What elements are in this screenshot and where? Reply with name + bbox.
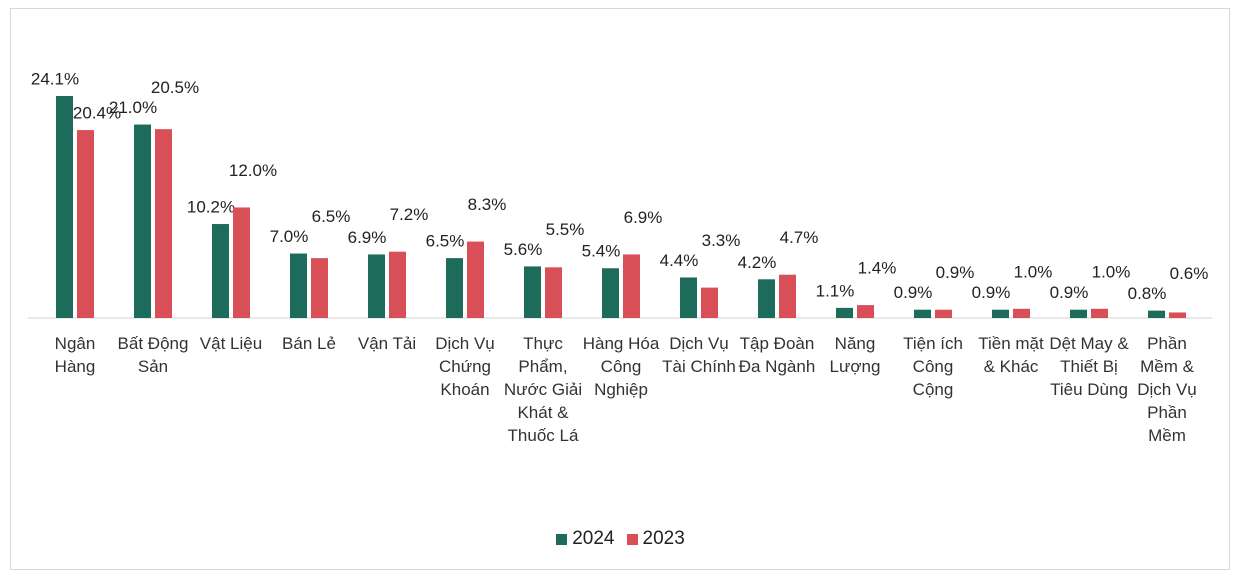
x-tick-label: Phần Mềm & Dịch Vụ Phần Mềm: [1137, 334, 1197, 445]
legend-label: 2024: [572, 528, 615, 549]
value-label: 5.4%: [582, 242, 621, 261]
bar: [935, 309, 952, 318]
value-label: 0.6%: [1170, 264, 1209, 283]
x-tick-label: Vận Tải: [357, 334, 417, 353]
bar: [1013, 308, 1030, 318]
bar: [1091, 308, 1108, 318]
bar: [1070, 309, 1087, 318]
x-tick-label: Thực Phẩm, Nước Giải Khát & Thuốc Lá: [503, 334, 583, 445]
x-tick-label: Dịch Vụ Tài Chính: [662, 334, 736, 376]
value-label: 3.3%: [702, 231, 741, 250]
bar: [134, 124, 151, 318]
bar: [545, 267, 562, 318]
bar: [836, 307, 853, 318]
value-label: 1.4%: [858, 259, 897, 278]
value-label: 1.1%: [816, 281, 855, 300]
value-label: 0.8%: [1128, 284, 1167, 303]
bar: [368, 254, 385, 318]
x-tick-label: Tập Đoàn Đa Ngành: [738, 334, 816, 376]
value-label: 0.9%: [972, 283, 1011, 302]
x-tick-label: Dịch Vụ Chứng Khoán: [435, 334, 495, 399]
bar: [758, 279, 775, 318]
value-label: 10.2%: [187, 198, 235, 217]
value-label: 0.9%: [936, 263, 975, 282]
value-label: 0.9%: [894, 283, 933, 302]
value-label: 6.9%: [348, 228, 387, 247]
x-tick-label: Hàng Hóa Công Nghiệp: [582, 334, 660, 399]
bar: [524, 266, 541, 318]
bar: [77, 130, 94, 318]
value-label: 0.9%: [1050, 283, 1089, 302]
value-label: 4.7%: [780, 228, 819, 247]
value-label: 6.9%: [624, 208, 663, 227]
value-label: 4.4%: [660, 251, 699, 270]
value-label: 7.0%: [270, 227, 309, 246]
value-label: 20.5%: [151, 78, 199, 97]
bar: [680, 277, 697, 318]
x-tick-label: Vật Liệu: [199, 334, 263, 353]
bar: [857, 305, 874, 318]
bar: [389, 251, 406, 318]
value-label: 21.0%: [109, 98, 157, 117]
x-tick-label: Bất Động Sản: [117, 334, 189, 376]
legend: 2024 2023: [0, 528, 1241, 551]
value-label: 24.1%: [31, 69, 79, 88]
bar: [56, 96, 73, 318]
bar: [701, 287, 718, 318]
bar: [467, 241, 484, 318]
value-label: 7.2%: [390, 205, 429, 224]
x-tick-label: Tiền mặt & Khác: [978, 334, 1044, 376]
frame: [10, 8, 1230, 570]
value-label: 20.4%: [73, 104, 121, 123]
bar: [233, 207, 250, 318]
x-tick-label: Dệt May & Thiết Bị Tiêu Dùng: [1049, 334, 1129, 399]
legend-label: 2023: [642, 528, 685, 549]
value-label: 5.6%: [504, 240, 543, 259]
value-label: 4.2%: [738, 253, 777, 272]
bar: [446, 258, 463, 318]
x-tick-label: Bán Lẻ: [282, 334, 336, 353]
bar: [1169, 312, 1186, 318]
legend-item: 2023: [626, 528, 685, 550]
bar: [1148, 310, 1165, 318]
bar: [779, 274, 796, 318]
bar: [602, 268, 619, 318]
x-tick-label: Ngân Hàng: [54, 334, 96, 376]
value-label: 5.5%: [546, 220, 585, 239]
bar: [212, 224, 229, 318]
legend-item: 2024: [556, 528, 615, 550]
bar: [623, 254, 640, 318]
x-tick-label: Tiện ích Công Cộng: [903, 334, 963, 399]
bar: [155, 129, 172, 318]
legend-swatch: [626, 533, 638, 545]
x-tick-label: Năng Lượng: [829, 334, 881, 376]
bar: [914, 309, 931, 318]
value-label: 1.0%: [1014, 262, 1053, 281]
value-label: 6.5%: [312, 207, 351, 226]
bar: [992, 309, 1009, 318]
legend-swatch: [556, 533, 568, 545]
bar: [311, 258, 328, 318]
value-label: 12.0%: [229, 161, 277, 180]
value-label: 6.5%: [426, 232, 465, 251]
value-label: 8.3%: [468, 195, 507, 214]
bar: [290, 253, 307, 318]
value-label: 1.0%: [1092, 262, 1131, 281]
